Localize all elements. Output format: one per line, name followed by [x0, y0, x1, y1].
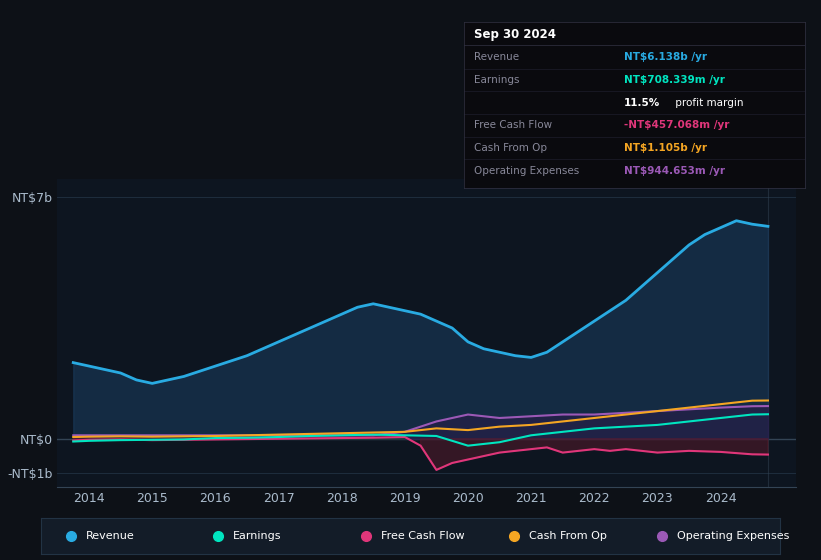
Text: Operating Expenses: Operating Expenses [677, 531, 789, 541]
Text: NT$708.339m /yr: NT$708.339m /yr [624, 75, 725, 85]
Text: Operating Expenses: Operating Expenses [474, 166, 580, 176]
Text: Cash From Op: Cash From Op [529, 531, 607, 541]
Text: profit margin: profit margin [672, 98, 743, 108]
Text: Earnings: Earnings [474, 75, 520, 85]
Text: Sep 30 2024: Sep 30 2024 [474, 29, 556, 41]
Text: Cash From Op: Cash From Op [474, 143, 547, 153]
Text: Free Cash Flow: Free Cash Flow [474, 120, 553, 130]
Text: Earnings: Earnings [233, 531, 282, 541]
Text: Revenue: Revenue [85, 531, 134, 541]
Text: NT$1.105b /yr: NT$1.105b /yr [624, 143, 707, 153]
Text: NT$6.138b /yr: NT$6.138b /yr [624, 53, 707, 63]
Text: -NT$457.068m /yr: -NT$457.068m /yr [624, 120, 729, 130]
Text: Free Cash Flow: Free Cash Flow [381, 531, 465, 541]
Text: NT$944.653m /yr: NT$944.653m /yr [624, 166, 725, 176]
Text: Revenue: Revenue [474, 53, 519, 63]
Text: 11.5%: 11.5% [624, 98, 660, 108]
